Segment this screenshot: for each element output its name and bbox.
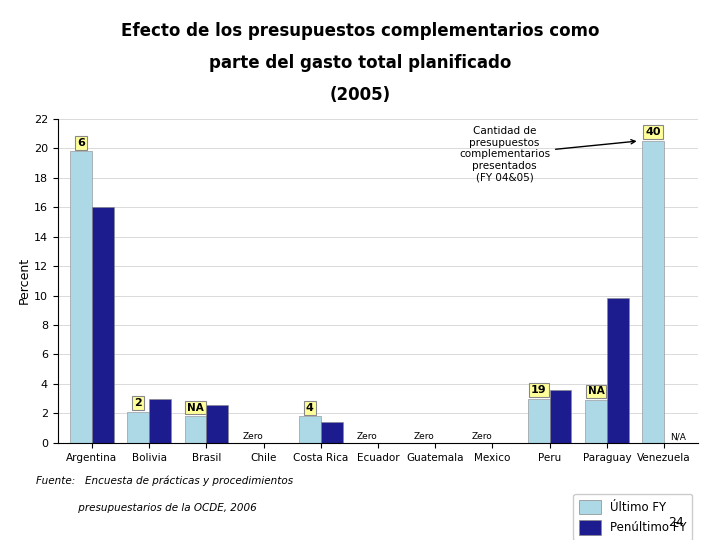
Text: Efecto de los presupuestos complementarios como: Efecto de los presupuestos complementari…: [121, 22, 599, 39]
Legend: Último FY, Penúltimo FY: Último FY, Penúltimo FY: [574, 494, 693, 540]
Text: 4: 4: [306, 403, 314, 413]
Text: 19: 19: [531, 385, 546, 395]
Text: Zero: Zero: [356, 432, 377, 441]
Text: Zero: Zero: [243, 432, 263, 441]
Bar: [92, 207, 114, 443]
Bar: [299, 416, 321, 443]
Text: 40: 40: [645, 127, 661, 137]
Bar: [127, 412, 149, 443]
Text: NA: NA: [187, 403, 204, 413]
Bar: [528, 399, 549, 443]
Bar: [184, 416, 207, 443]
Bar: [549, 390, 572, 443]
Text: 6: 6: [77, 138, 85, 147]
Text: Fuente:   Encuesta de prácticas y procedimientos: Fuente: Encuesta de prácticas y procedim…: [36, 476, 293, 486]
Text: 2: 2: [135, 398, 142, 408]
Text: 24: 24: [668, 516, 684, 529]
Bar: [607, 299, 629, 443]
Text: Zero: Zero: [414, 432, 435, 441]
Bar: [321, 422, 343, 443]
Text: Cantidad de
presupuestos
complementarios
presentados
(FY 04&05): Cantidad de presupuestos complementarios…: [459, 126, 635, 183]
Bar: [207, 404, 228, 443]
Text: presupuestarios de la OCDE, 2006: presupuestarios de la OCDE, 2006: [36, 503, 257, 513]
Bar: [642, 141, 664, 443]
Bar: [149, 399, 171, 443]
Bar: [585, 400, 607, 443]
Text: N/A: N/A: [670, 432, 685, 441]
Text: NA: NA: [588, 387, 604, 396]
Bar: [70, 151, 92, 443]
Text: Zero: Zero: [471, 432, 492, 441]
Text: (2005): (2005): [330, 86, 390, 104]
Text: parte del gasto total planificado: parte del gasto total planificado: [209, 54, 511, 72]
Y-axis label: Percent: Percent: [18, 257, 31, 305]
